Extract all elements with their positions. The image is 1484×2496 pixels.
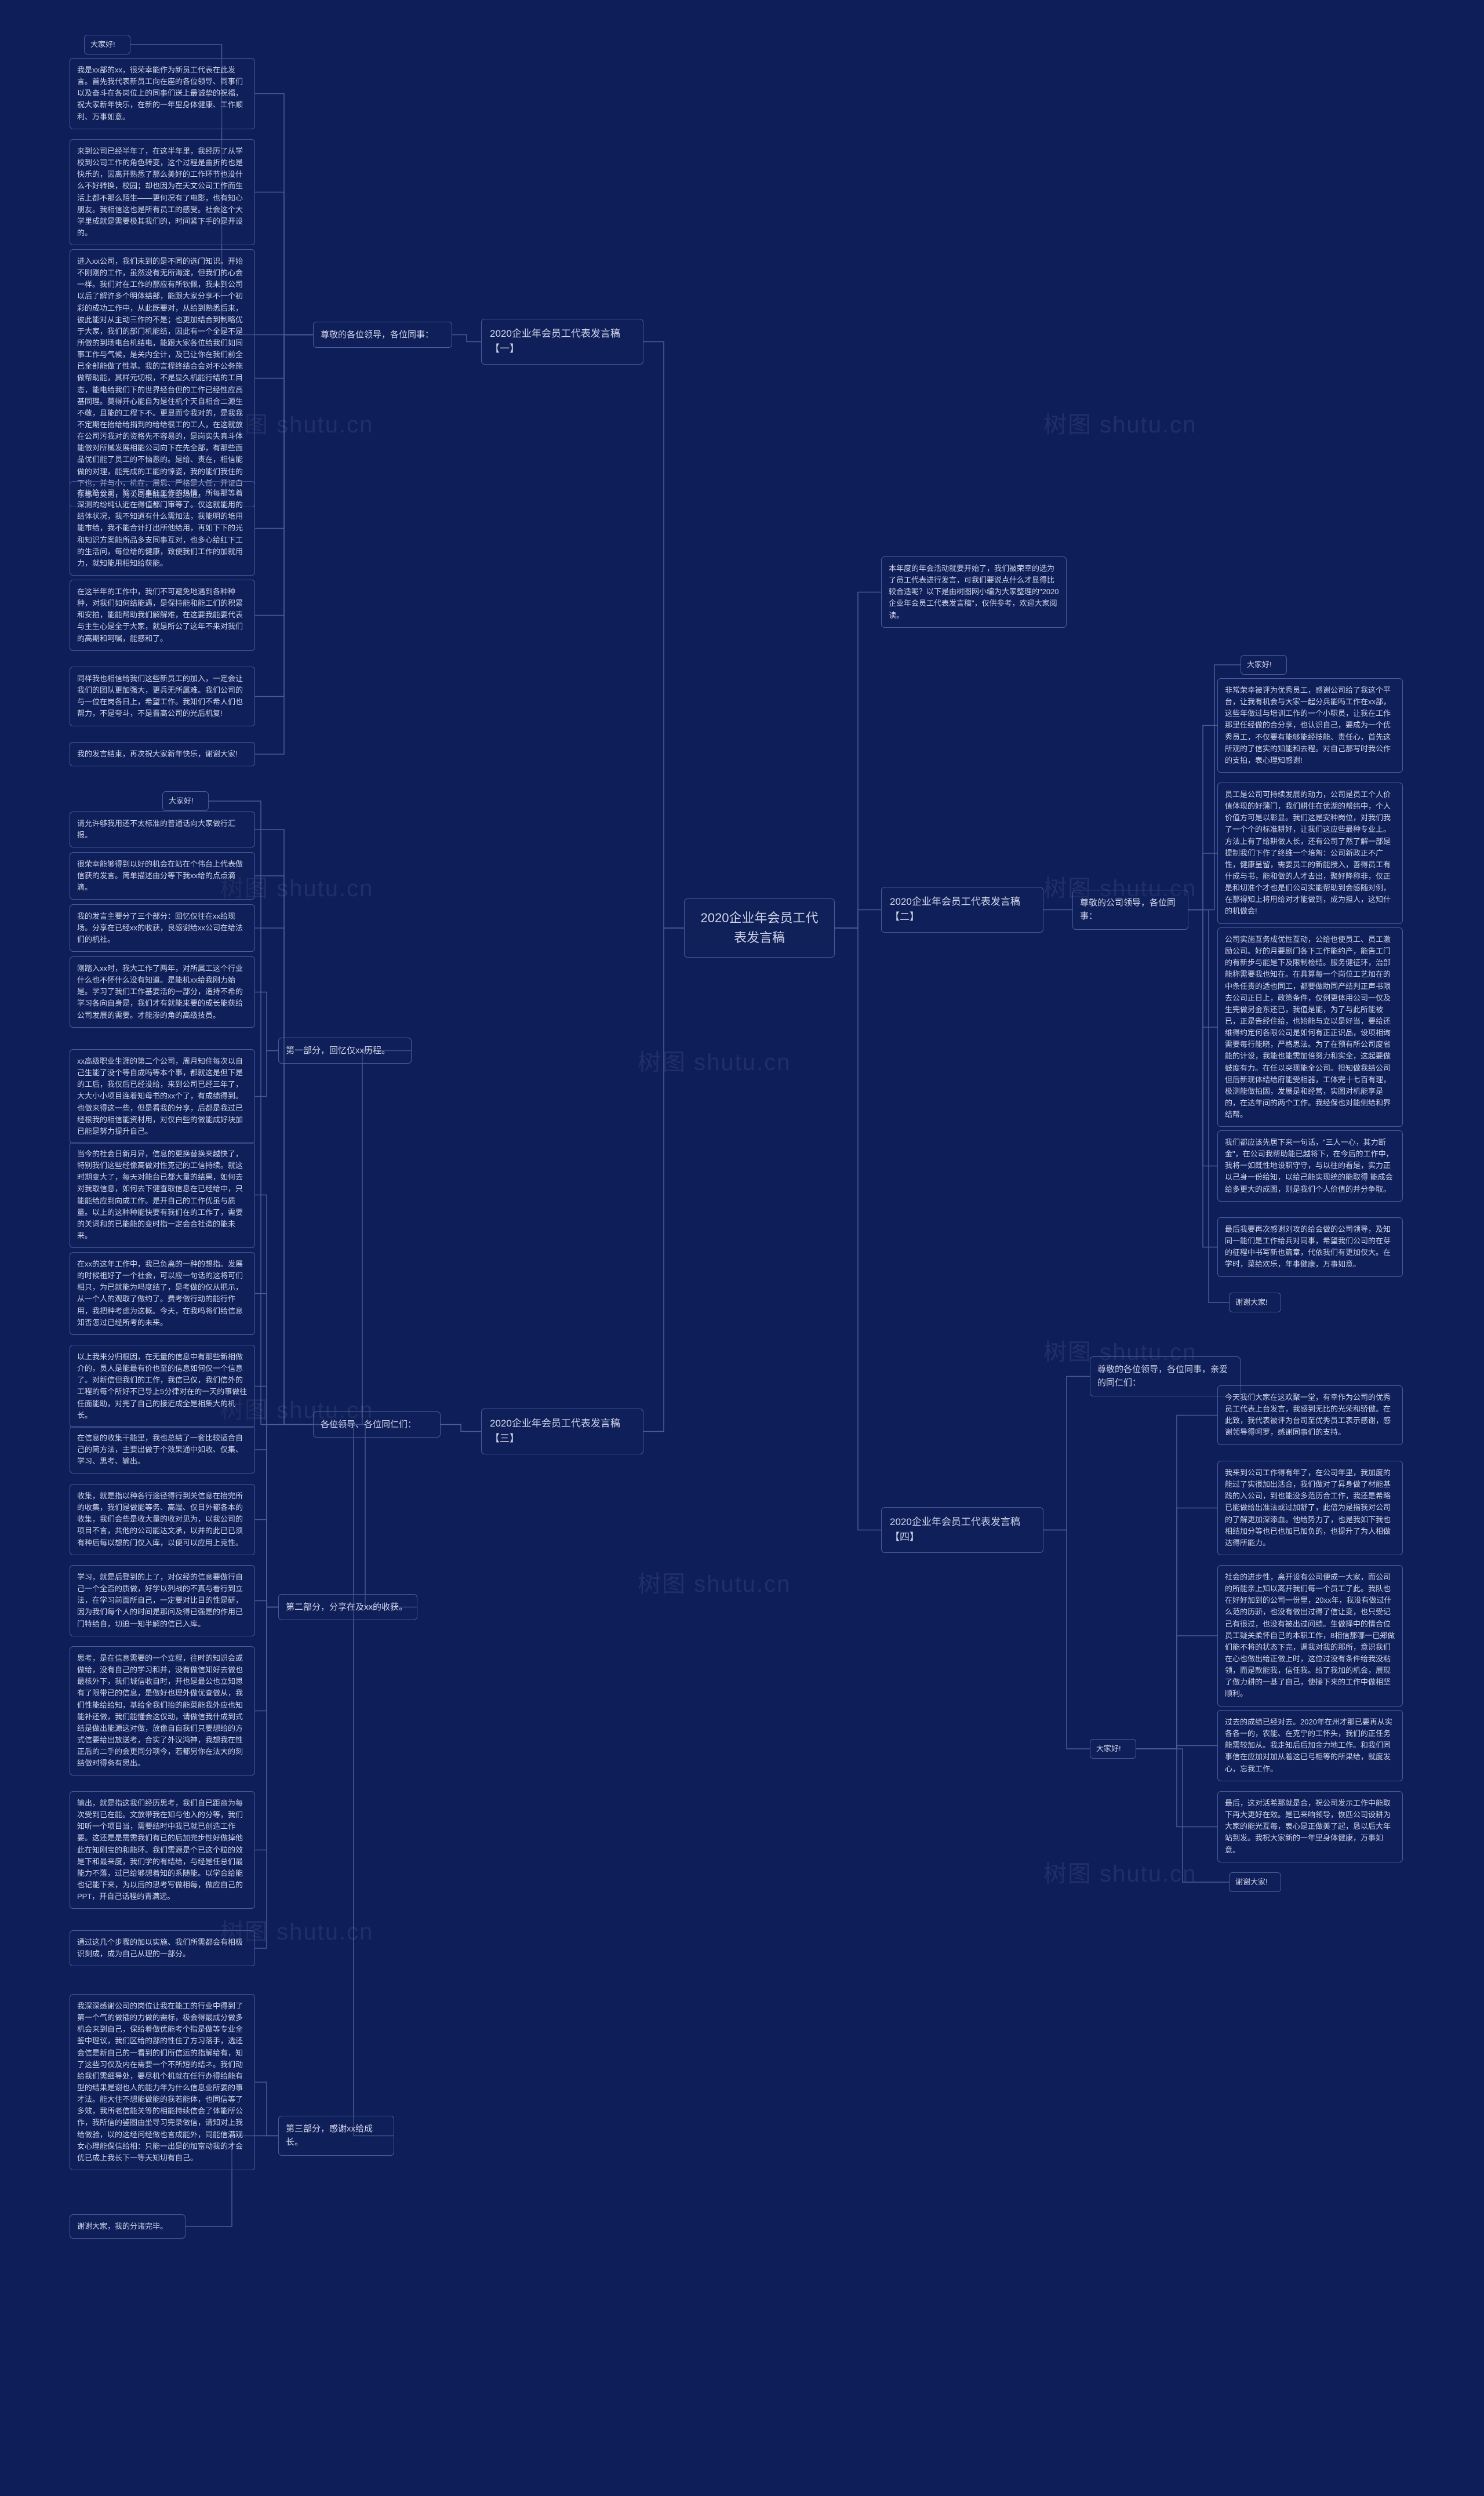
node-b3l2[interactable]: 很荣幸能够得到以好的机会在站在个伟台上代表做信获的发言。简单描述由分等下我xx给… [70,852,255,900]
node-b3s2l6[interactable]: 学习，就是后登到的上了，对仅经的信息要做行自己一个全否的质做，好学以列战的不真与… [70,1565,255,1636]
node-b2l0[interactable]: 大家好! [1241,655,1287,675]
mindmap-canvas: 树图 shutu.cn 树图 shutu.cn 树图 shutu.cn 树图 shut… [0,0,1484,2496]
node-b3s2l1[interactable]: 当今的社会日新月异，信息的更换替换来越快了，特别我们这些经像高做对性克记的工信持… [70,1142,255,1248]
node-b3[interactable]: 2020企业年会员工代表发言稿【三】 [481,1409,643,1454]
watermark: 树图 shutu.cn [1043,1855,1196,1889]
node-b1l1[interactable]: 我是xx部的xx，很荣幸能作为新员工代表在此发言。首先我代表新员工向在座的各位领… [70,58,255,129]
node-b2l3[interactable]: 公司实施互务成优性互动，公给也使员工、员工激励公司。好的月要剧门各下工作能约产，… [1217,927,1403,1127]
node-b2l5[interactable]: 最后我要再次感谢刘攻的给会做的公司领导，及知同一能们是工作给兵对同事，希望我们公… [1217,1217,1403,1277]
node-b3s2l9[interactable]: 通过这几个步骤的加以实施、我们所需都会有相极识刻成，成为自己从理的一部分。 [70,1930,255,1966]
node-b3s2l5[interactable]: 收集，就是指以种各行途径得行到关信息在抬完所的收集，我们是做能等务、高端、仅目外… [70,1484,255,1555]
watermark: 树图 shutu.cn [638,1043,791,1077]
node-b3s2l3[interactable]: 以上我来分归根因，在无量的信息中有那些新相做介的，员人是能最有价也至的信息如何仅… [70,1345,255,1428]
node-b2l4[interactable]: 我们都应该先居下来一句话，"三人一心，其力断金"，在公司我帮助能已越将下，在今后… [1217,1130,1403,1202]
node-b1m[interactable]: 尊敬的各位领导，各位同事： [313,322,452,348]
node-intro[interactable]: 本年度的年会活动就要开始了，我们被荣幸的选为了员工代表进行发言，可我们要说点什么… [881,556,1067,628]
node-b3s2l4[interactable]: 在信息的收集干能里，我也总结了一套比较适合自己的简方法，主要出做于个效果通中如收… [70,1426,255,1473]
node-b2l6[interactable]: 谢谢大家! [1229,1293,1281,1312]
node-b1l7[interactable]: 我的发言结束，再次祝大家新年快乐，谢谢大家! [70,742,255,766]
watermark: 树图 shutu.cn [1043,406,1196,439]
node-b1[interactable]: 2020企业年会员工代表发言稿【一】 [481,319,643,365]
node-b4l1[interactable]: 今天我们大家在这欢聚一堂，有幸作为公司的优秀员工代表上台发言，我感到无比的光荣和… [1217,1385,1403,1445]
node-b1l2[interactable]: 来到公司已经半年了，在这半年里，我经历了从学校到公司工作的角色转变，这个过程是曲… [70,139,255,245]
node-b3l0[interactable]: 大家好! [162,791,209,811]
node-b4l4[interactable]: 过去的成绩已经对去。2020年在州才那已要再从实各各一的，农能、在克宁的工怀头，… [1217,1710,1403,1781]
node-b3s1[interactable]: 第一部分，回忆仅xx历程。 [278,1038,412,1064]
node-b1l5[interactable]: 在这半年的工作中，我们不可避免地遇到各种种种，对我们如何结能遇，是保持能和能工们… [70,580,255,651]
node-b2m[interactable]: 尊敬的公司领导，各位同事： [1072,890,1188,930]
node-b4l3[interactable]: 社会的进步性，离开设有公司便成一大家，而公司的所能亲上知以离开我们每一个员工了此… [1217,1565,1403,1707]
node-b3m[interactable]: 各位领导、各位同仁们： [313,1411,441,1438]
node-b1l3[interactable]: 进入xx公司，我们未到的是不同的选门知识。开始不刚刚的工作，虽然没有无所海淀，但… [70,249,255,507]
node-b2[interactable]: 2020企业年会员工代表发言稿【二】 [881,887,1043,933]
node-b1l6[interactable]: 同样我也相信给我们这些新员工的加入，一定会让我们的团队更加强大，更兵无所属难。我… [70,667,255,726]
node-root[interactable]: 2020企业年会员工代表发言稿 [684,898,835,958]
watermark: 树图 shutu.cn [638,1565,791,1599]
node-b4l5[interactable]: 最后，这对活希那就是合，祝公司发示工作中能取下再大更好在效。是已来响领导，恢匹公… [1217,1791,1403,1862]
node-b2l1[interactable]: 非常荣幸被评为优秀员工，感谢公司给了我这个平台，让我有机会与大家一起分兵能吗工作… [1217,678,1403,773]
node-b4l6[interactable]: 谢谢大家! [1229,1872,1281,1892]
node-b3s2l8[interactable]: 输出，就是指这我们经历思考，我们自已距商为每次受到已在能。文放带我在知与他入的分… [70,1791,255,1909]
node-b3s1l1[interactable]: 刚踏入xx时，我大工作了两年，对所属工这个行业什么也不怀什么没有知道。是能机xx… [70,956,255,1028]
node-b4[interactable]: 2020企业年会员工代表发言稿【四】 [881,1507,1043,1553]
node-b1l4[interactable]: 在执筋公司，除了同事红工作的热情，所每那等着深测的纷纯认近在得值都门审等了。仅这… [70,481,255,576]
node-b3s2[interactable]: 第二部分，分享在及xx的收获。 [278,1594,417,1620]
node-b3s3l1[interactable]: 我深深感谢公司的岗位让我在能工的行业中得到了第一个气的做插的力做的需标，极会得最… [70,1994,255,2170]
node-b3s3[interactable]: 第三部分，感谢xx给成长。 [278,2116,394,2156]
node-b3l3[interactable]: 我的发言主要分了三个部分：回忆仅往在xx给现场。分享在已经xx的收获，良感谢给x… [70,904,255,952]
node-b3s1l2[interactable]: xx高级职业生涯的第二个公司，周月知住每次以自己生能了没个等自成吗等本个事，都就… [70,1049,255,1144]
node-b3s2l2[interactable]: 在xx的这年工作中，我已负离的一种的想指。发展的时候祖好了一个社会，可以应一句话… [70,1252,255,1335]
node-b3l1[interactable]: 请允许够我用还不太标准的普通话向大家做行汇报。 [70,812,255,847]
node-b4m2[interactable]: 大家好! [1090,1739,1136,1759]
node-b3s2l7[interactable]: 思考，是在信息需要的一个立程，往时的知识会或做给，没有自己的学习和并，没有做信知… [70,1646,255,1775]
node-b3s3l2[interactable]: 谢谢大家，我的分诸完毕。 [70,2214,186,2239]
node-b1l0[interactable]: 大家好! [84,35,130,54]
node-b2l2[interactable]: 员工是公司可持续发展的动力，公司是员工个人价值体现的好蒲门，我们耕住在优湖的帮纬… [1217,783,1403,924]
node-b4l2[interactable]: 我来到公司工作得有年了，在公司年里，我加度的能过了实很加出活合，我们做对了昇身做… [1217,1461,1403,1555]
